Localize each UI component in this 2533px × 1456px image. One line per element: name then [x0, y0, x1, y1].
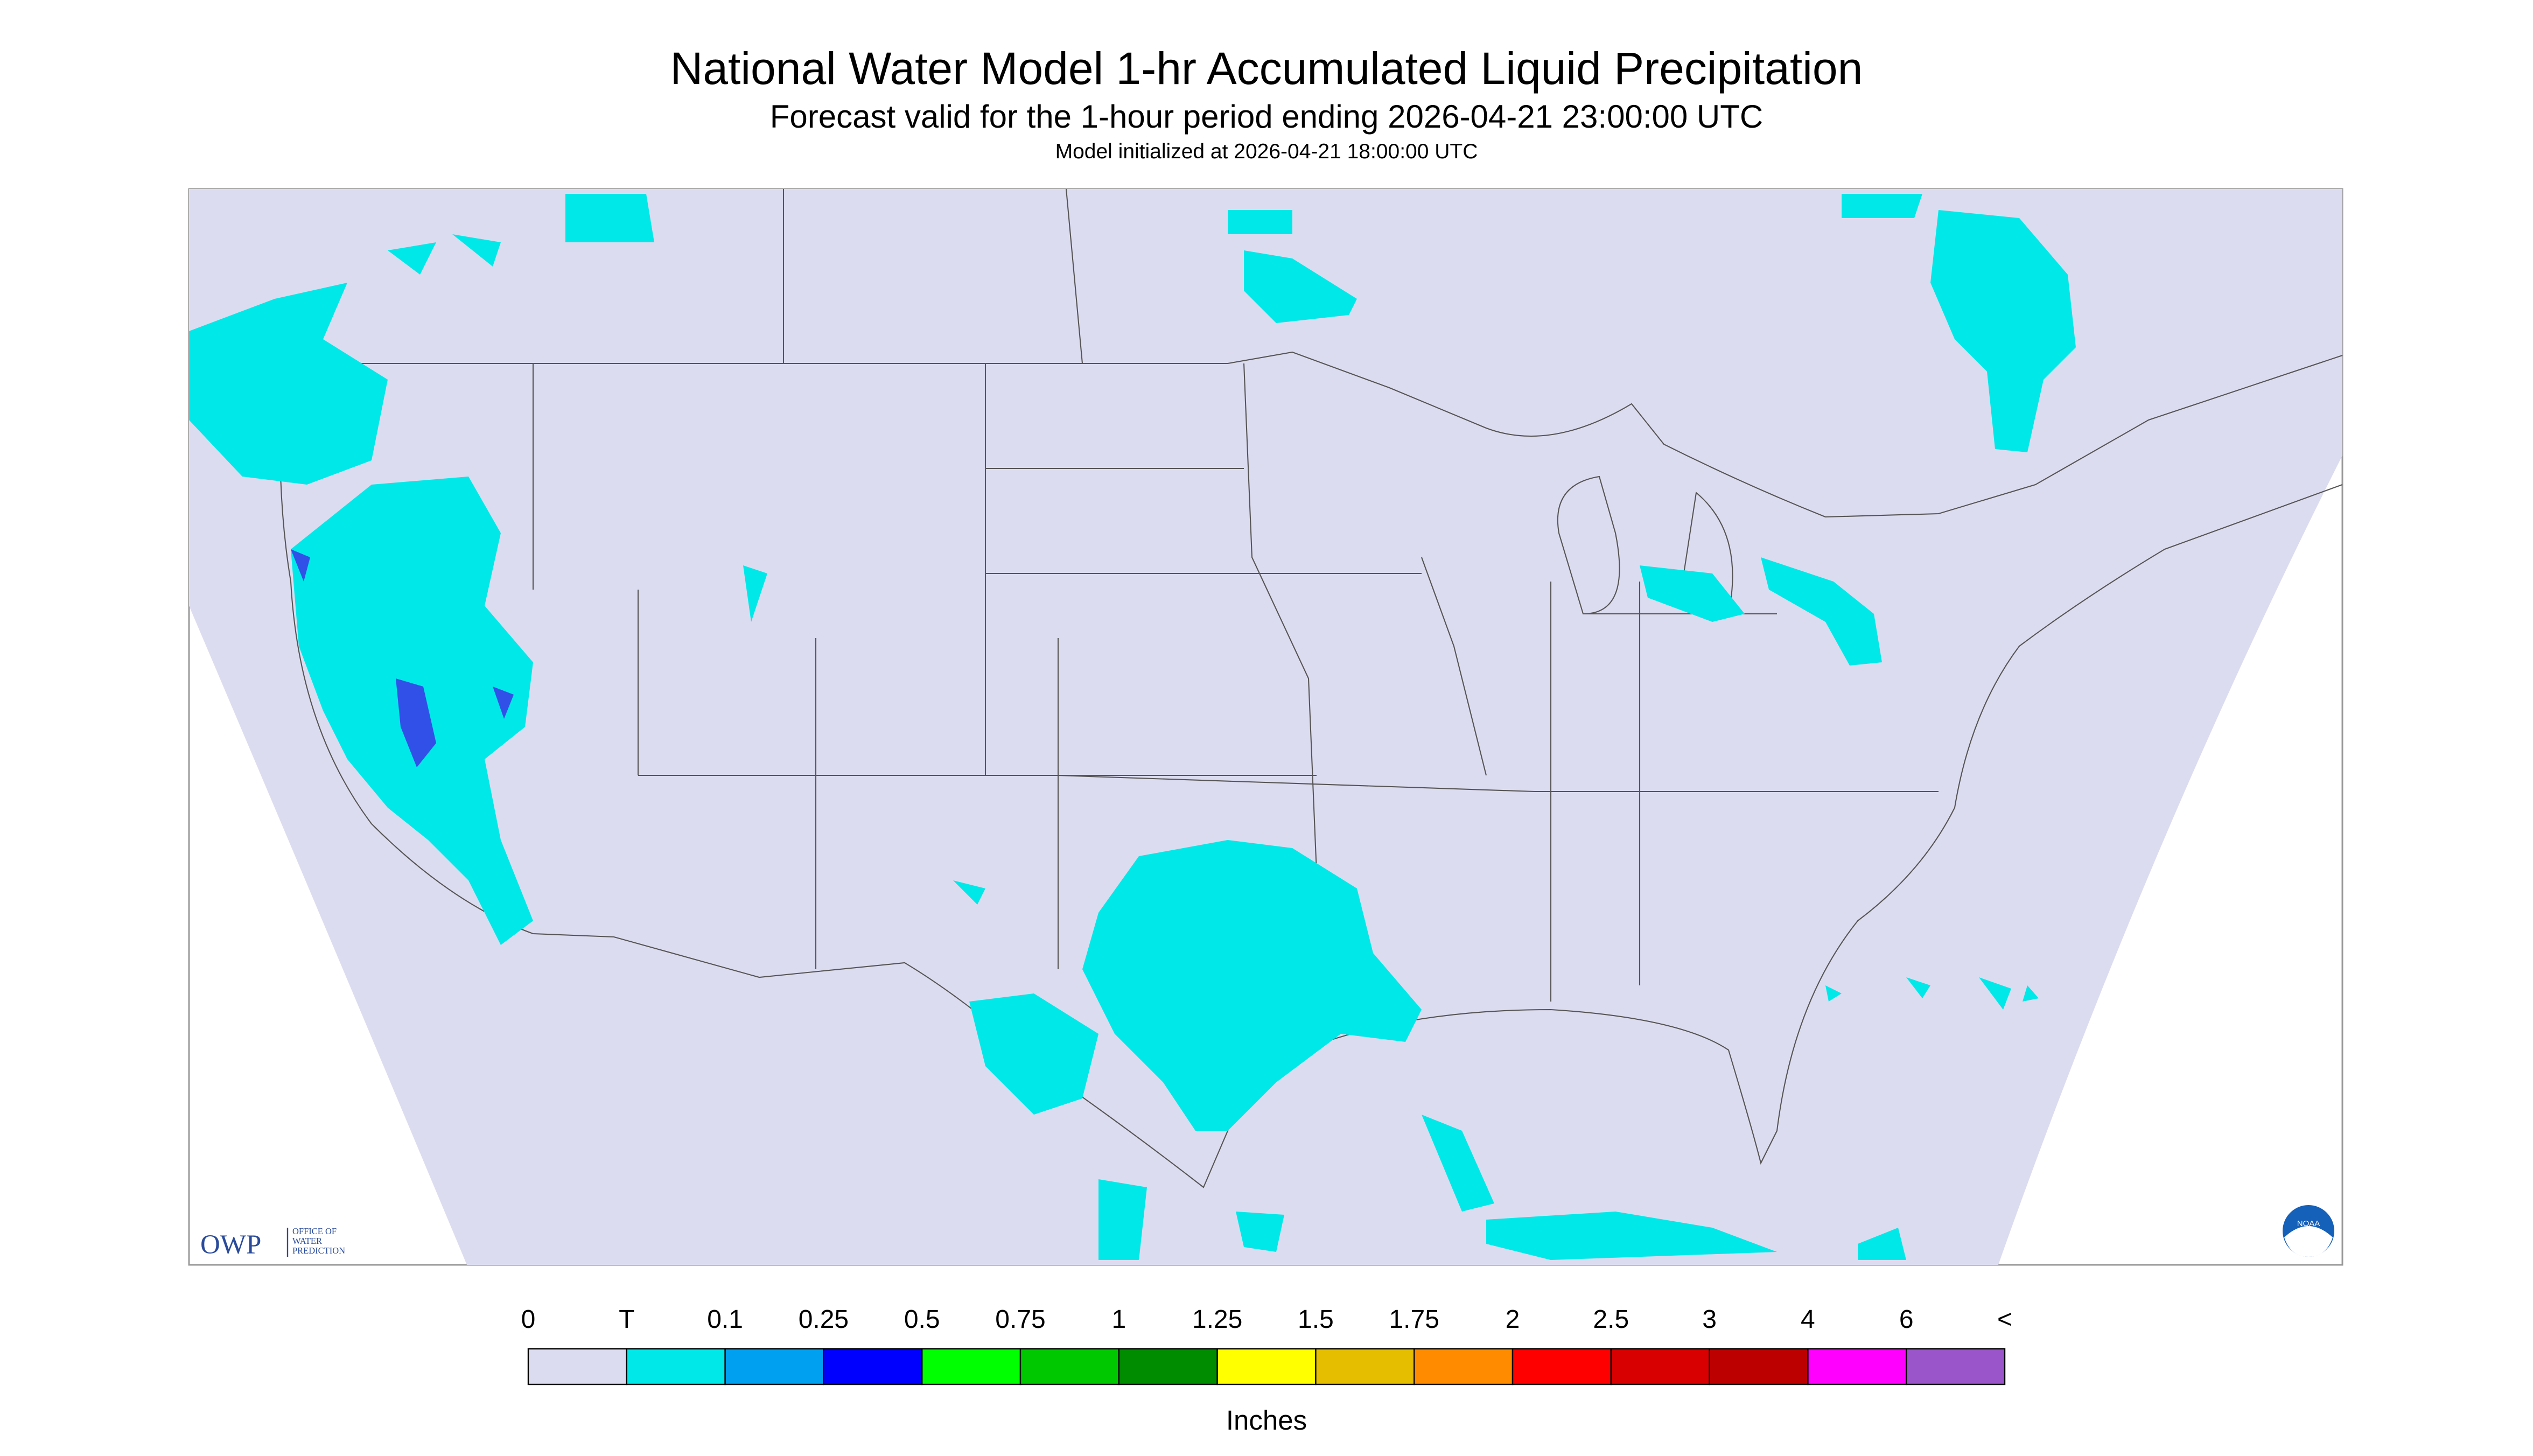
owp-logo-text: OWP — [200, 1230, 261, 1260]
legend-label: T — [619, 1305, 634, 1334]
legend-swatch — [1216, 1348, 1317, 1385]
legend-swatch — [1709, 1348, 1809, 1385]
noaa-logo: NOAA — [2283, 1205, 2334, 1257]
legend: 0 T 0.1 0.25 0.5 0.75 1 1.25 1.5 1.75 2 2.5 3 4 6 < — [521, 1305, 2012, 1385]
legend-swatch — [1905, 1348, 2006, 1385]
map-domain — [189, 189, 2342, 1265]
legend-label: 3 — [1702, 1305, 1717, 1334]
legend-label: 0 — [521, 1305, 536, 1334]
legend-label: 4 — [1801, 1305, 1815, 1334]
legend-label: 2 — [1506, 1305, 1520, 1334]
legend-label: 0.5 — [904, 1305, 940, 1334]
legend-label: 0.75 — [995, 1305, 1045, 1334]
precipitation-areas — [189, 194, 2076, 1261]
legend-swatch — [1807, 1348, 1907, 1385]
legend-swatch — [1315, 1348, 1415, 1385]
legend-swatch — [1512, 1348, 1612, 1385]
legend-label: 0.25 — [799, 1305, 849, 1334]
legend-swatch — [527, 1348, 628, 1385]
map: OWP OFFICE OF WATER PREDICTION NOAA — [188, 188, 2343, 1266]
owp-logo-line: OFFICE OF — [292, 1226, 337, 1236]
legend-swatch — [1610, 1348, 1710, 1385]
owp-logo-line: PREDICTION — [292, 1245, 345, 1256]
legend-label: 0.1 — [707, 1305, 743, 1334]
init-note: Model initialized at 2026-04-21 18:00:00… — [1055, 140, 1478, 163]
title: National Water Model 1-hr Accumulated Li… — [670, 43, 1863, 94]
legend-swatch — [626, 1348, 726, 1385]
legend-swatch — [823, 1348, 923, 1385]
legend-label: 1.5 — [1298, 1305, 1334, 1334]
legend-label: 6 — [1899, 1305, 1914, 1334]
legend-label: 1 — [1111, 1305, 1126, 1334]
legend-label: < — [1997, 1305, 2012, 1334]
legend-swatch — [921, 1348, 1021, 1385]
owp-logo: OWP OFFICE OF WATER PREDICTION — [200, 1226, 345, 1260]
legend-swatch — [1118, 1348, 1218, 1385]
legend-swatch — [1019, 1348, 1120, 1385]
legend-unit: Inches — [1226, 1405, 1307, 1436]
legend-label: 1.25 — [1192, 1305, 1242, 1334]
legend-swatch — [724, 1348, 824, 1385]
legend-swatch — [1414, 1348, 1514, 1385]
legend-label: 2.5 — [1593, 1305, 1629, 1334]
subtitle: Forecast valid for the 1-hour period end… — [770, 99, 1763, 135]
owp-logo-line: WATER — [292, 1236, 322, 1246]
boundaries — [279, 188, 2343, 1188]
noaa-logo-text: NOAA — [2297, 1219, 2320, 1228]
legend-label: 1.75 — [1389, 1305, 1439, 1334]
